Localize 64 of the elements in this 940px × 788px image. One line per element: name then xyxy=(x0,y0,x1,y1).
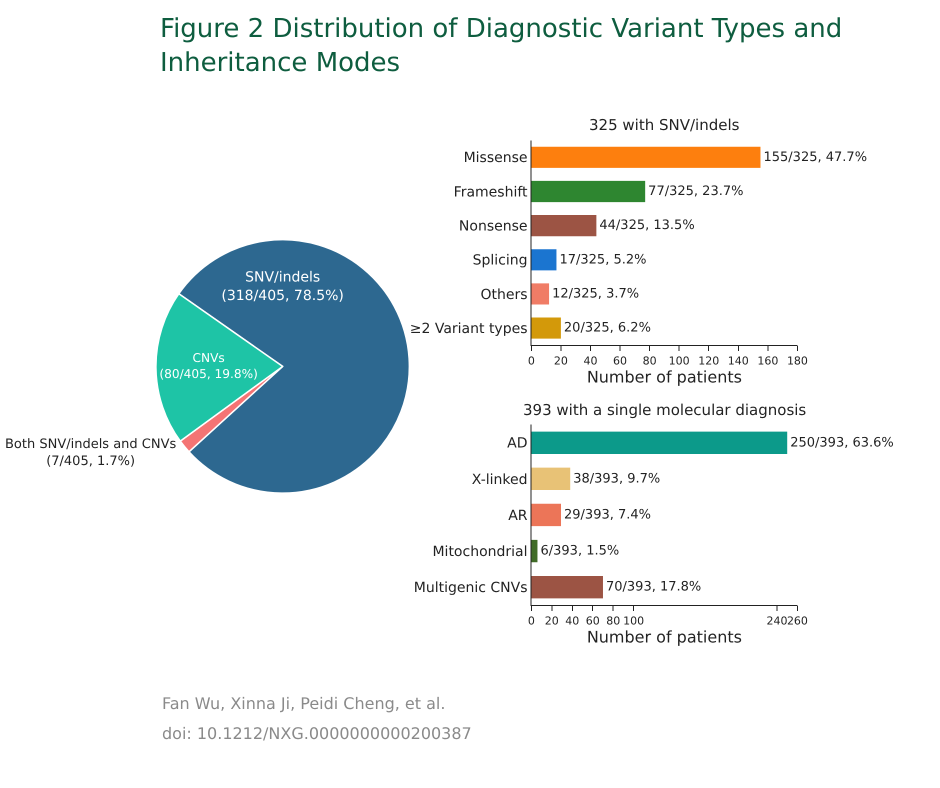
x-tick-label: 260 xyxy=(786,614,808,628)
data-label: 17/325, 5.2% xyxy=(559,252,646,268)
x-tick-label: 20 xyxy=(554,354,568,368)
x-axis-title: Number of patients xyxy=(586,367,742,386)
bar xyxy=(531,146,760,168)
x-tick-label: 80 xyxy=(606,614,620,628)
data-label: (318/405, 78.5%) xyxy=(221,288,344,304)
x-tick-label: 0 xyxy=(528,354,535,368)
y-tick-label: Mitochondrial xyxy=(432,544,528,560)
x-tick-label: 40 xyxy=(583,354,598,368)
bar xyxy=(531,180,646,202)
x-tick-label: 100 xyxy=(623,614,644,628)
bar xyxy=(531,576,603,598)
y-tick-label: Multigenic CNVs xyxy=(414,580,528,596)
bar xyxy=(531,504,562,526)
y-tick-label: Others xyxy=(480,286,528,303)
x-tick-label: 20 xyxy=(544,614,559,628)
y-tick-label: AR xyxy=(508,508,528,524)
text: Figure 2 Distribution of Diagnostic Variant Types and Inheritance Modes xyxy=(160,14,842,78)
x-tick-label: 40 xyxy=(565,614,580,628)
x-tick-label: 180 xyxy=(786,354,808,368)
x-tick-label: 60 xyxy=(613,354,628,368)
y-tick-label: Nonsense xyxy=(458,218,528,235)
y-tick-label: X-linked xyxy=(472,472,528,488)
data-label: 70/393, 17.8% xyxy=(606,580,702,595)
data-label: 12/325, 3.7% xyxy=(552,286,640,302)
bar xyxy=(531,249,556,270)
data-label: 250/393, 63.6% xyxy=(790,435,894,450)
data-label: 20/325, 6.2% xyxy=(564,320,651,336)
x-axis-title: Number of patients xyxy=(586,627,742,646)
text: doi: 10.1212/NXG.0000000000200387 xyxy=(162,724,472,743)
bar xyxy=(531,468,570,490)
data-label: 38/393, 9.7% xyxy=(573,471,660,486)
y-tick-label: ≥2 Variant types xyxy=(410,320,528,337)
slice-label: SNV/indels xyxy=(245,270,320,286)
bar xyxy=(531,283,550,305)
x-tick-label: 0 xyxy=(528,614,535,628)
y-tick-label: Missense xyxy=(464,150,528,166)
data-label: 77/325, 23.7% xyxy=(648,184,744,199)
data-label: 6/393, 1.5% xyxy=(540,544,620,559)
data-label: 29/393, 7.4% xyxy=(564,507,652,522)
x-tick-label: 160 xyxy=(757,354,778,368)
x-tick-label: 80 xyxy=(642,354,657,368)
data-label: 155/325, 47.7% xyxy=(763,150,868,165)
data-label: 44/325, 13.5% xyxy=(599,218,695,234)
data-label: (7/405, 1.7%) xyxy=(46,454,136,469)
bar xyxy=(531,540,538,562)
text: Fan Wu, Xinna Ji, Peidi Cheng, et al. xyxy=(162,694,446,713)
bar xyxy=(531,317,561,339)
bar xyxy=(531,432,788,454)
x-tick-label: 240 xyxy=(766,614,788,628)
y-tick-label: Splicing xyxy=(472,252,528,269)
chart-title: 325 with SNV/indels xyxy=(589,116,740,134)
bar xyxy=(531,215,596,236)
x-tick-label: 140 xyxy=(728,354,749,368)
x-tick-label: 100 xyxy=(668,354,690,368)
x-tick-label: 60 xyxy=(586,614,600,628)
chart-title: 393 with a single molecular diagnosis xyxy=(523,401,806,419)
slice-label: Both SNV/indels and CNVs xyxy=(5,436,176,452)
y-tick-label: AD xyxy=(507,436,528,452)
slice-label: CNVs xyxy=(192,350,225,365)
data-label: (80/405, 19.8%) xyxy=(159,366,258,381)
x-tick-label: 120 xyxy=(698,354,720,368)
y-tick-label: Frameshift xyxy=(454,184,528,200)
